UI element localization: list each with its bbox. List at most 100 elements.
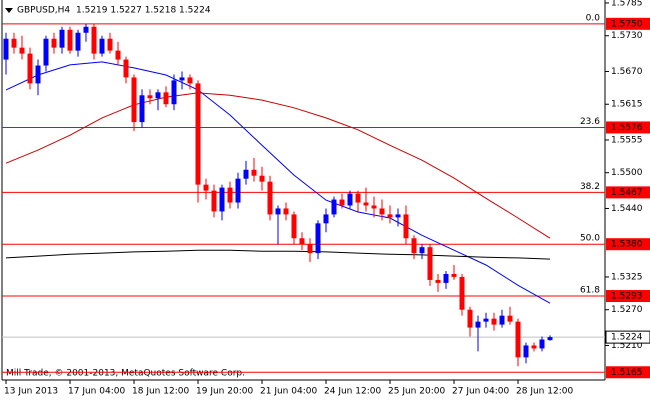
quote: 1.5219 1.5227 1.5218 1.5224 <box>76 6 211 16</box>
candle-body <box>411 238 417 254</box>
candle-body <box>443 273 449 283</box>
candle-body <box>43 38 49 66</box>
candle-body <box>299 238 305 245</box>
x-tick-label: 18 Jun 12:00 <box>132 387 189 397</box>
price-label: 1.5380 <box>611 240 643 250</box>
price-box <box>606 17 650 30</box>
level-ratio: 0.0 <box>586 13 601 23</box>
candle-body <box>59 29 65 48</box>
price-box <box>606 366 650 379</box>
candle-body <box>283 208 289 215</box>
symbol: GBPUSD,H4 <box>17 6 70 16</box>
candle-body <box>355 193 361 203</box>
candle-body <box>427 247 433 280</box>
candle-body <box>451 273 457 277</box>
candle-body <box>435 279 441 283</box>
footer: Mill Trade, © 2001-2013, MetaQuotes Soft… <box>6 369 245 379</box>
candle-body <box>27 53 33 84</box>
candle-body <box>379 208 385 215</box>
candle-body <box>211 190 217 212</box>
candle-body <box>115 50 121 60</box>
level-ratio: 61.8 <box>580 286 600 296</box>
candle-body <box>331 199 337 215</box>
menu-icon[interactable] <box>5 8 13 13</box>
price-label: 1.5165 <box>611 368 643 378</box>
candle-body <box>539 339 545 349</box>
price-label: 1.5467 <box>611 188 643 198</box>
y-tick-label: 1.5785 <box>611 0 643 8</box>
y-tick-label: 1.5615 <box>611 100 643 110</box>
price-box <box>606 121 650 134</box>
x-tick-label: 27 Jun 04:00 <box>452 387 509 397</box>
candle-body <box>387 214 393 218</box>
candle-body <box>147 95 153 99</box>
candle-body <box>475 321 481 328</box>
x-tick-label: 17 Jun 04:00 <box>68 387 125 397</box>
candle-body <box>83 26 89 33</box>
candle-body <box>163 92 169 105</box>
candle-body <box>235 178 241 203</box>
candle-body <box>51 38 57 48</box>
x-tick-label: 19 Jun 20:00 <box>196 387 253 397</box>
candle-body <box>91 26 97 54</box>
candle-body <box>123 59 129 78</box>
candle-body <box>179 77 185 81</box>
y-tick-label: 1.5270 <box>611 305 643 315</box>
y-tick-label: 1.5670 <box>611 67 643 77</box>
y-tick-label: 1.5440 <box>611 204 643 214</box>
level-ratio: 23.6 <box>580 117 600 127</box>
price-label: 1.5750 <box>611 19 643 29</box>
moving-average <box>5 61 551 304</box>
candle-body <box>531 345 537 349</box>
candle-body <box>11 38 17 48</box>
moving-average <box>5 249 551 260</box>
candle-body <box>227 187 233 203</box>
moving-average <box>5 92 551 239</box>
candle-body <box>187 77 193 84</box>
price-label: 1.5224 <box>611 333 643 343</box>
candle-body <box>3 38 9 60</box>
candle-body <box>35 65 41 84</box>
y-tick-label: 1.5500 <box>611 168 643 178</box>
candle-body <box>195 83 201 185</box>
candle-body <box>371 205 377 209</box>
candle-body <box>307 244 313 254</box>
y-tick-label: 1.5325 <box>611 272 643 282</box>
candle-body <box>203 184 209 191</box>
y-tick-label: 1.5555 <box>611 135 643 145</box>
candle-body <box>515 321 521 358</box>
candle-body <box>547 337 553 341</box>
level-ratio: 50.0 <box>580 234 600 244</box>
candle-body <box>99 38 105 54</box>
candle-body <box>107 38 113 51</box>
candle-body <box>291 214 297 239</box>
candle-body <box>483 318 489 322</box>
candle-body <box>347 193 353 206</box>
candle-body <box>363 202 369 206</box>
candle-body <box>67 29 73 51</box>
candle-body <box>491 318 497 325</box>
candle-body <box>243 169 249 179</box>
level-ratio: 38.2 <box>580 182 600 192</box>
candle-body <box>419 247 425 254</box>
candle-body <box>523 345 529 358</box>
candle-body <box>507 315 513 322</box>
candle-body <box>139 95 145 123</box>
candle-body <box>467 309 473 328</box>
candle-body <box>339 199 345 206</box>
candle-body <box>323 214 329 224</box>
price-box <box>606 238 650 251</box>
x-tick-label: 25 Jun 20:00 <box>388 387 445 397</box>
x-tick-label: 24 Jun 12:00 <box>324 387 381 397</box>
candle-body <box>267 181 273 215</box>
price-box <box>606 186 650 199</box>
x-tick-label: 21 Jun 04:00 <box>260 387 317 397</box>
candle-body <box>315 223 321 254</box>
candle-body <box>219 187 225 212</box>
candle-body <box>395 214 401 218</box>
candle-body <box>155 92 161 99</box>
candle-body <box>131 77 137 123</box>
candle-body <box>259 175 265 182</box>
